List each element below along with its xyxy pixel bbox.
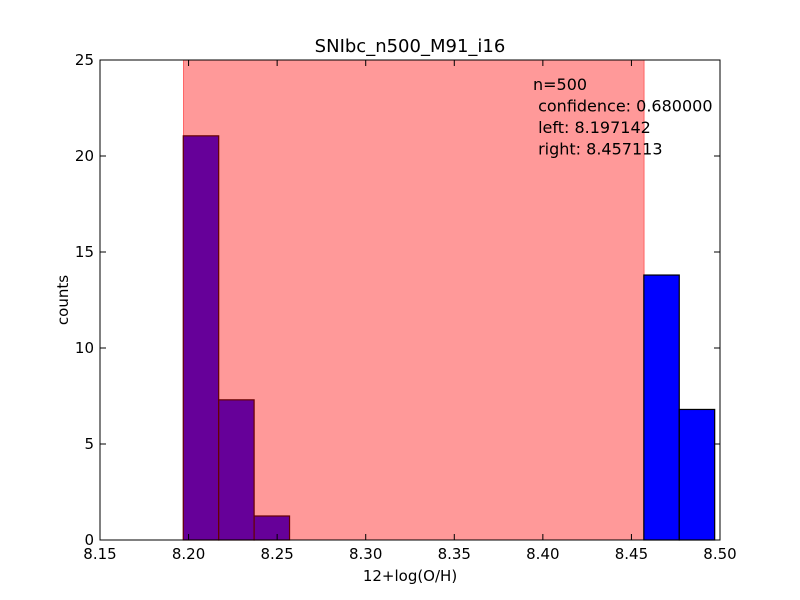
- plot-frame: [99, 59, 721, 541]
- y-tick-label: 15: [75, 243, 94, 261]
- x-tick-label: 8.40: [526, 545, 559, 563]
- annotation-box: n=500 confidence: 0.680000 left: 8.19714…: [533, 75, 713, 159]
- annotation-line-2: confidence: 0.680000: [533, 97, 713, 116]
- histogram-bar-2-2: [678, 408, 716, 541]
- plot-area: 8.15 8.20 8.25 8.30 8.35 8.40 8.45 8.50 0 5 10 15 20…: [75, 51, 737, 563]
- histogram-bar-2-1: [643, 274, 680, 541]
- x-tick-label: 8.25: [260, 545, 293, 563]
- y-tick-label: 10: [75, 339, 94, 357]
- y-tick-label: 20: [75, 147, 94, 165]
- x-tick-label: 8.20: [172, 545, 205, 563]
- histogram-bar-1-1: [182, 135, 220, 541]
- y-axis-label: counts: [54, 275, 72, 325]
- y-tick-label: 0: [84, 531, 94, 549]
- annotation-line-4: right: 8.457113: [533, 140, 663, 159]
- histogram-bar-1-3: [253, 515, 291, 541]
- x-tick-label: 8.50: [703, 545, 736, 563]
- x-tick-label: 8.45: [615, 545, 648, 563]
- x-tick-label: 8.15: [83, 545, 116, 563]
- y-tick-label: 5: [84, 435, 94, 453]
- x-tick-label: 8.35: [438, 545, 471, 563]
- annotation-line-1: n=500: [533, 75, 587, 94]
- x-tick-label: 8.30: [349, 545, 382, 563]
- confidence-band: [183, 59, 645, 541]
- chart-title: SNIbc_n500_M91_i16: [315, 36, 506, 57]
- x-axis-label: 12+log(O/H): [363, 567, 457, 585]
- y-tick-label: 25: [75, 51, 94, 69]
- histogram-bar-1-2: [218, 399, 255, 541]
- annotation-line-3: left: 8.197142: [533, 118, 651, 137]
